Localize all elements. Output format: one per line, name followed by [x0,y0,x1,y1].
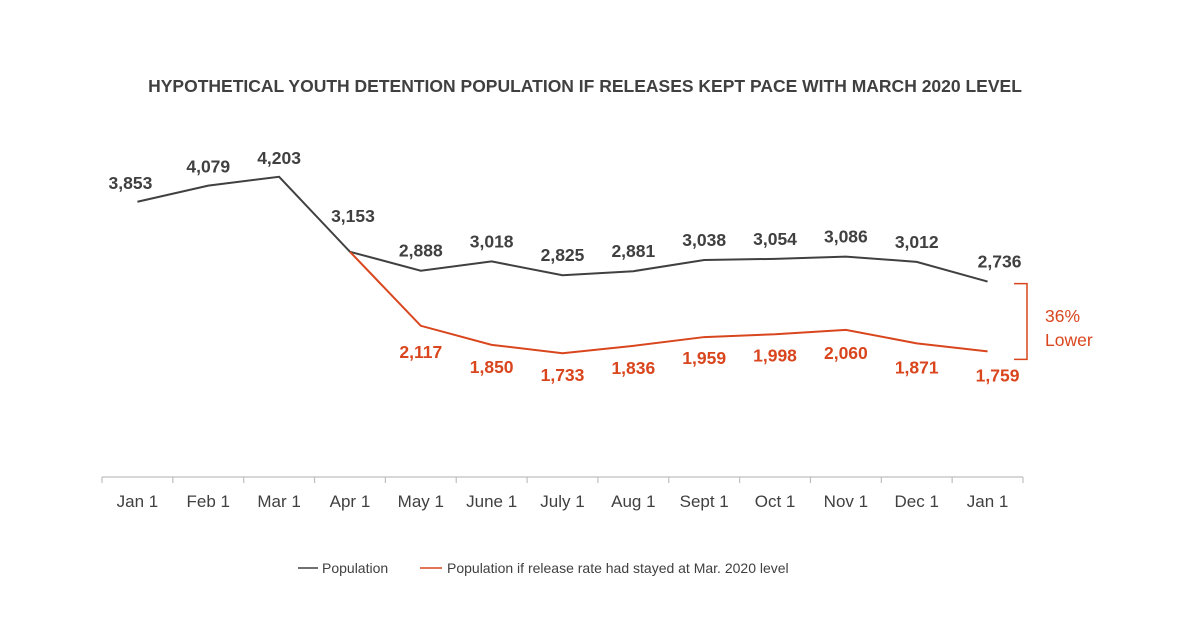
series-line-hypothetical [349,251,988,355]
chart-title: HYPOTHETICAL YOUTH DETENTION POPULATION … [148,76,1022,96]
annotation-lower: Lower [1045,330,1093,350]
data-label-hypothetical: 1,850 [470,357,514,377]
legend-label-hypothetical: Population if release rate had stayed at… [447,560,789,576]
data-label-population: 3,038 [682,230,726,250]
data-label-population: 2,825 [541,245,585,265]
data-label-population: 4,203 [257,148,301,168]
annotation-percent: 36% [1045,306,1080,326]
data-label-population: 3,086 [824,227,868,247]
x-tick-label: Feb 1 [187,492,230,511]
plot-lines [137,175,988,355]
data-label-hypothetical: 1,733 [541,365,585,385]
x-tick-label: Jan 1 [967,492,1009,511]
x-axis: Jan 1 Feb 1 Mar 1 Apr 1 May 1 June 1 July 1 Aug… [101,476,1024,511]
data-label-population: 3,012 [895,232,939,252]
data-label-hypothetical: 1,959 [682,348,726,368]
x-tick-label: Oct 1 [755,492,796,511]
x-tick-label: Mar 1 [257,492,300,511]
data-label-population: 2,736 [978,252,1022,272]
data-label-hypothetical: 1,836 [611,358,655,378]
data-label-hypothetical: 1,871 [895,357,939,377]
data-label-population: 2,888 [399,241,443,261]
x-tick-label: June 1 [466,492,517,511]
data-label-hypothetical: 1,998 [753,345,797,365]
data-labels: 3,853 4,079 4,203 3,153 2,888 3,018 2,825 2,881… [109,148,1022,386]
data-label-population: 3,054 [753,229,797,249]
x-tick-label: Jan 1 [117,492,159,511]
data-label-population: 3,018 [470,231,514,251]
difference-bracket [1014,282,1028,361]
x-tick-label: Aug 1 [611,492,655,511]
data-label-population: 3,853 [109,173,153,193]
data-label-hypothetical: 1,759 [976,365,1020,385]
data-label-population: 3,153 [331,206,375,226]
x-tick-label: Nov 1 [824,492,868,511]
x-tick-label: Sept 1 [680,492,729,511]
x-tick-label: Apr 1 [330,492,371,511]
legend-label-population: Population [322,560,388,576]
data-label-population: 2,881 [611,241,655,261]
annotation: 36% Lower [1014,282,1093,361]
x-tick-label: Dec 1 [895,492,939,511]
data-label-hypothetical: 2,060 [824,343,868,363]
x-tick-label: July 1 [540,492,584,511]
data-label-population: 4,079 [186,157,230,177]
legend: Population Population if release rate ha… [298,560,789,576]
data-label-hypothetical: 2,117 [399,342,442,362]
x-tick-label: May 1 [398,492,444,511]
